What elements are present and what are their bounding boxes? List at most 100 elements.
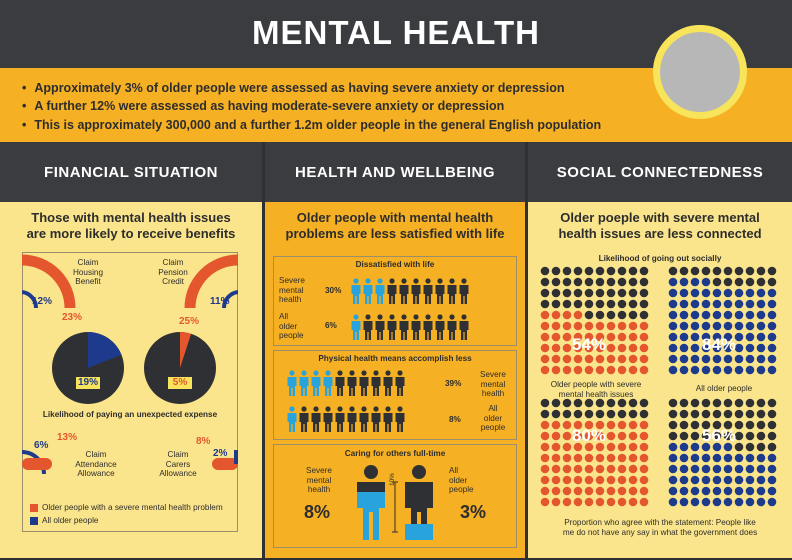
grid-dot (584, 486, 594, 496)
carers-all-pct: 2% (213, 448, 228, 459)
grid-dot (606, 288, 616, 298)
grid-dot (639, 288, 649, 298)
grid-dot (767, 310, 777, 320)
grid-dot (734, 354, 744, 364)
grid-dot (690, 332, 700, 342)
grid-dot (690, 398, 700, 408)
person-icon (311, 406, 321, 432)
grid-dot (595, 365, 605, 375)
grid-dot (584, 266, 594, 276)
grid-dot (573, 343, 583, 353)
person-icon (423, 278, 433, 304)
grid-dot (584, 310, 594, 320)
person-icon (359, 406, 369, 432)
grid-dot (628, 431, 638, 441)
grid-dot (617, 299, 627, 309)
grid-dot (606, 365, 616, 375)
expense-pies (52, 332, 216, 404)
grid-dot (540, 277, 550, 287)
grid-dot (617, 365, 627, 375)
person-icon (287, 370, 297, 396)
grid-dot (701, 442, 711, 452)
caring-figures (357, 465, 433, 540)
grid-dot (690, 431, 700, 441)
grid-dot (639, 431, 649, 441)
grid-dot (712, 266, 722, 276)
grid-dot (668, 409, 678, 419)
grid-dot (690, 277, 700, 287)
pie-all-label: 19% (77, 377, 98, 388)
grid-dot (745, 321, 755, 331)
grid-dot (606, 398, 616, 408)
person-icon (399, 278, 409, 304)
physical-all-label: All older people (480, 404, 506, 432)
housing-all-arc (22, 290, 39, 309)
grid-dot (628, 453, 638, 463)
grid-dot (551, 277, 561, 287)
grid-dot (712, 486, 722, 496)
grid-dot (540, 398, 550, 408)
grid-dot (756, 398, 766, 408)
grid-dot (712, 321, 722, 331)
grid-dot (562, 442, 572, 452)
grid-dot (679, 431, 689, 441)
grid-dot (584, 420, 594, 430)
person-icon (363, 278, 373, 304)
grid-dot (734, 431, 744, 441)
grid-dot (701, 431, 711, 441)
person-icon (459, 278, 469, 304)
grid-dot (551, 431, 561, 441)
grid-dot (679, 277, 689, 287)
grid-dot (734, 365, 744, 375)
grid-dot (712, 475, 722, 485)
grid-dot (584, 332, 594, 342)
grid-dot (734, 453, 744, 463)
grid-dot (540, 365, 550, 375)
grid-dot (745, 332, 755, 342)
grid-dot (745, 299, 755, 309)
person-icon (351, 314, 361, 340)
grid-dot (668, 288, 678, 298)
grid-dot (756, 475, 766, 485)
physical-all-pct: 8% (449, 415, 461, 424)
grid-dot (628, 299, 638, 309)
grid-dot (712, 365, 722, 375)
grid-dot (628, 288, 638, 298)
social-title-2: health issues are less connected (558, 226, 762, 241)
grid-dot (767, 343, 777, 353)
grid-dot (584, 475, 594, 485)
grid-dot (617, 332, 627, 342)
grid-dot (767, 420, 777, 430)
grid-dot (723, 277, 733, 287)
caring-all-pct: 3% (459, 502, 486, 522)
person-icon (459, 314, 469, 340)
grid-dot (606, 420, 616, 430)
grid-dot (690, 464, 700, 474)
grid-dot (668, 299, 678, 309)
carers-severe-pct: 8% (196, 436, 211, 447)
grid-dot (690, 486, 700, 496)
financial-title-1: Those with mental health issues (31, 210, 231, 225)
grid-dot (756, 464, 766, 474)
grid-dot (562, 453, 572, 463)
grid-dot (639, 398, 649, 408)
grid-dot (595, 332, 605, 342)
grid-dot (745, 343, 755, 353)
grid-dot (679, 365, 689, 375)
portrait-circle-overlay (653, 25, 747, 119)
expense-caption: Likelihood of paying an unexpected expen… (42, 410, 218, 419)
grid-dot (690, 310, 700, 320)
grid-dot (595, 464, 605, 474)
grid-dot (617, 310, 627, 320)
grid-dot (767, 266, 777, 276)
grid-dot (734, 486, 744, 496)
grid-dot (584, 288, 594, 298)
grid-dot (551, 321, 561, 331)
grid-dot (551, 464, 561, 474)
grid-dot (723, 453, 733, 463)
grid-dot (562, 288, 572, 298)
physical-severe-pct: 39% (445, 379, 462, 388)
person-severe-icon (357, 465, 385, 540)
grid-dot (679, 420, 689, 430)
grid-dot (628, 277, 638, 287)
